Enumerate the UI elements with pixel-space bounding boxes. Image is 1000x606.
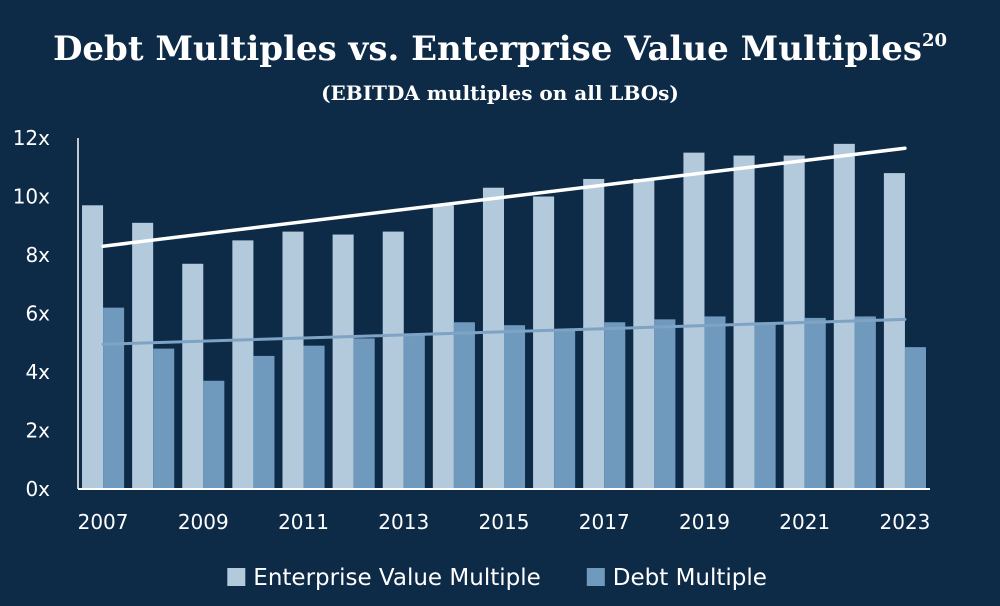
- x-tick-label: 2023: [879, 510, 930, 534]
- chart-title-superscript: 20: [922, 30, 947, 51]
- ev-trendline: [101, 146, 907, 248]
- x-tick-label: 2019: [679, 510, 730, 534]
- debt-trendline: [101, 317, 907, 346]
- debt-multiple-bar: [754, 322, 776, 489]
- ev-multiple-bar: [232, 240, 254, 490]
- debt-multiple-bar: [403, 333, 425, 489]
- y-tick-label: 8x: [25, 243, 50, 267]
- debt-multiple-bar: [504, 325, 526, 489]
- x-tick-label: 2007: [78, 510, 129, 534]
- chart-subtitle: (EBITDA multiples on all LBOs): [321, 81, 679, 105]
- debt-multiple-bar: [253, 355, 275, 489]
- ev-multiple-bar: [733, 155, 755, 490]
- x-tick-label: 2015: [479, 510, 530, 534]
- ev-multiple-bar: [282, 231, 304, 489]
- legend: Enterprise Value Multiple Debt Multiple: [227, 565, 767, 591]
- chart-title-text: Debt Multiples vs. Enterprise Value Mult…: [53, 29, 922, 69]
- debt-multiple-bar: [654, 319, 676, 489]
- ev-multiple-bar: [382, 231, 404, 489]
- legend-swatch: [586, 568, 605, 586]
- debt-multiple-bar: [804, 317, 826, 489]
- debt-multiple-bar: [153, 348, 175, 489]
- y-tick-label: 10x: [13, 185, 50, 209]
- x-tick-label: 2009: [178, 510, 229, 534]
- plot-area: 0x 2x 4x 6x 8x 10x 12x 2007 2009 2011 2013 2015 2017…: [13, 126, 931, 534]
- chart-title: Debt Multiples vs. Enterprise Value Mult…: [53, 29, 947, 69]
- debt-multiple-bar: [554, 329, 576, 489]
- debt-multiple-bar: [453, 322, 475, 489]
- y-tick-label: 12x: [13, 126, 50, 150]
- ev-multiple-bar: [182, 263, 204, 489]
- x-tick-label: 2013: [378, 510, 429, 534]
- ev-multiple-bar: [482, 187, 504, 489]
- debt-multiple-bar: [353, 338, 375, 489]
- ev-multiple-bar: [633, 178, 655, 489]
- debt-multiple-bar: [704, 316, 726, 489]
- ev-multiple-bar: [583, 178, 605, 489]
- debt-multiple-bar: [303, 345, 325, 489]
- y-tick-label: 0x: [25, 477, 50, 501]
- legend-label: Enterprise Value Multiple: [253, 565, 540, 591]
- y-tick-label: 2x: [25, 419, 50, 443]
- legend-swatch: [227, 568, 246, 586]
- debt-multiple-bar: [203, 380, 225, 489]
- y-tick-label: 6x: [25, 302, 50, 326]
- debt-multiple-bar: [854, 316, 876, 489]
- x-tick-label: 2021: [779, 510, 830, 534]
- y-tick-label: 4x: [25, 360, 50, 384]
- x-tick-label: 2017: [579, 510, 630, 534]
- debt-multiple-bar: [904, 347, 926, 489]
- ev-multiple-bar: [833, 143, 855, 489]
- x-tick-label: 2011: [278, 510, 329, 534]
- ev-multiple-bar: [82, 205, 104, 489]
- debt-multiple-bar: [103, 307, 125, 489]
- ev-multiple-bar: [883, 173, 905, 489]
- debt-multiple-bar: [604, 322, 626, 489]
- ev-multiple-bar: [533, 196, 555, 489]
- legend-label: Debt Multiple: [613, 565, 767, 591]
- ev-multiple-bar: [432, 205, 454, 489]
- ev-multiple-bar: [332, 234, 354, 489]
- ev-multiple-bar: [132, 222, 154, 489]
- ev-multiple-bar: [683, 152, 705, 490]
